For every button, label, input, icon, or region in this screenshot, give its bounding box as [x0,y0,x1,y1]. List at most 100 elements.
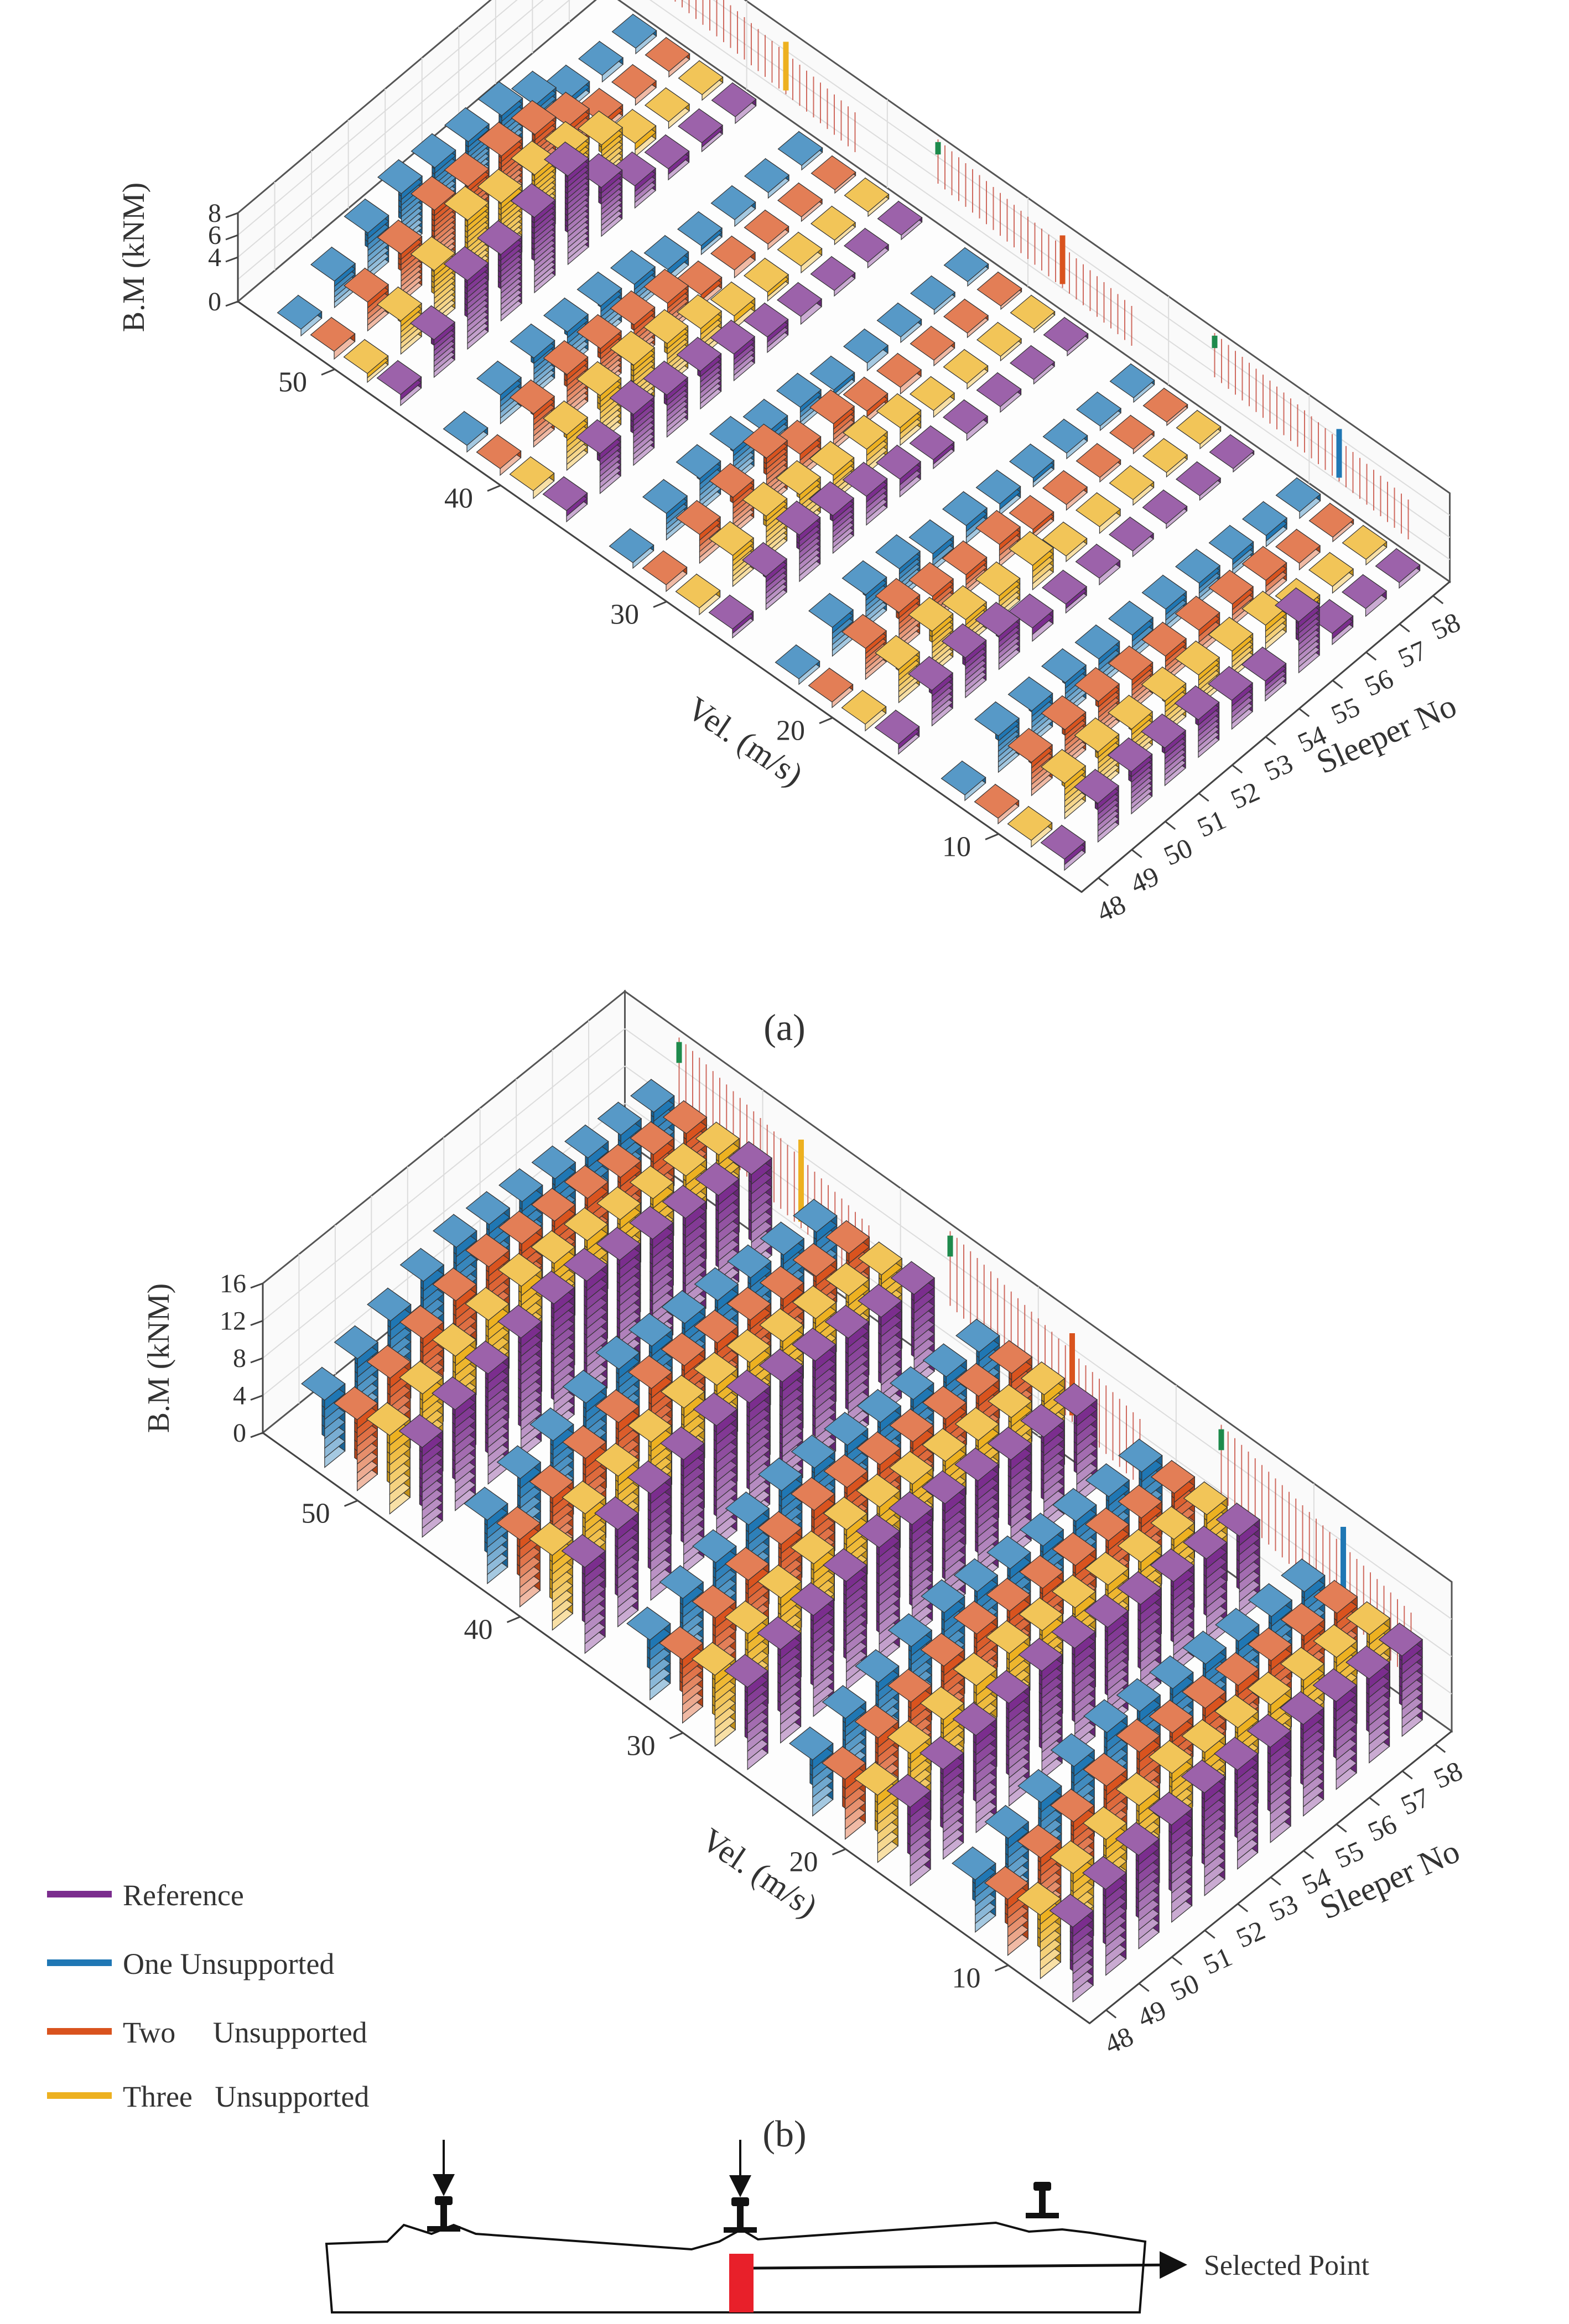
bar-face-top [844,227,889,263]
bar-face-top [843,414,888,450]
bar-face-top [1141,713,1186,748]
x-tick-label: 52 [1226,776,1264,815]
bar-one-unsupported-v20-s58 [1109,363,1155,403]
bar-face-top [645,37,690,72]
x-tick-label: 56 [1360,663,1397,702]
bar-reference-v10-s48 [1040,824,1086,871]
bar-face-top [1074,717,1120,752]
panel-a-chart: 484950515253545556575810203040500468B.M … [117,0,1465,928]
bar-two-unsupported-v30-s51 [742,423,788,508]
bar-face-top [975,561,1021,596]
bar-three-unsupported-v50-s57 [645,87,690,129]
bar-face-top [909,425,955,460]
bar-two-unsupported-v20-s56 [1076,443,1121,483]
bar-three-unsupported-v30-s56 [943,349,989,390]
x-tick-mark [1131,849,1142,859]
z-tick-label: 6 [208,221,221,250]
bar-face-top [576,361,622,396]
bar-three-unsupported-v40-s50 [576,361,622,443]
bar-face-top [1042,569,1087,605]
bar-one-unsupported-v30-s58 [943,247,989,287]
bar-one-unsupported-v20-s55 [1009,443,1054,488]
bar-face-top [941,623,987,658]
bar-face-top [1176,461,1221,496]
bar-face-top [676,336,722,372]
bar-face-top [709,521,754,556]
x-tick-mark [1165,820,1176,830]
bar-three-unsupported-v30-s54 [876,393,922,446]
bar-face-top [644,134,690,169]
bar-reference-v30-s57 [1010,345,1055,385]
bar-face-top [942,491,988,526]
bar-two-unsupported-v40-s48 [476,434,522,476]
bar-reference-v10-s58 [1375,548,1421,589]
bar-face-top [643,360,688,396]
bar-face-top [610,330,655,366]
bar-face-top [709,462,755,498]
bar-reference-v20-s48 [874,709,920,755]
bar-face-top [808,592,854,628]
bar-one-unsupported-v10-s53 [1108,600,1154,661]
bar-three-unsupported-v10-s49 [1041,748,1086,820]
bar-reference-v30-s54 [909,425,955,470]
x-tick-mark [1198,792,1209,802]
bar-face-top [910,275,955,310]
bar-face-top [630,1079,675,1113]
bar-one-unsupported-v20-s49 [808,592,854,657]
bar-reference-v40-s57 [844,227,889,269]
bar-face-top [531,1145,576,1179]
bar-reference-v50-s53 [544,141,589,266]
bar-three-unsupported-v10-s54 [1208,616,1254,679]
bar-face-top [1209,434,1255,469]
grid-line [237,0,544,258]
bar-face-top [1075,543,1121,579]
bar-face-top [1076,492,1121,527]
bar-one-unsupported-v30-s56 [876,302,922,344]
bar-face-top [841,560,887,595]
bar-three-unsupported-v30-s48 [675,573,721,616]
bar-three-unsupported-v40-s54 [710,281,756,330]
bar-face-top [1242,501,1287,536]
bar-one-unsupported-v40-s56 [710,185,756,227]
x-tick-mark [1432,595,1444,605]
bar-face-top [1108,694,1153,730]
bar-face-top [743,302,789,337]
bar-face-top [777,231,823,267]
bar-reference-v30-s48 [708,594,754,639]
bar-three-unsupported-v40-s56 [777,231,823,274]
bar-face-top [1010,294,1056,330]
bar-reference-v50-s52 [510,183,556,294]
bar-face-top [377,159,423,194]
bar-two-unsupported-v10-s48 [974,783,1020,825]
bar-reference-v50-s57 [678,108,723,153]
bar-face-top [377,286,422,321]
bar-face-top [810,256,856,291]
z-tick-label: 8 [208,199,221,228]
bar-face-top [908,596,954,632]
bar-two-unsupported-v20-s57 [1109,414,1155,455]
bar-face-top [841,689,887,725]
bar-two-unsupported-v40-s55 [710,235,756,279]
y-tick-mark [985,833,999,840]
x-tick-label: 49 [1126,860,1163,900]
bar-one-unsupported-v20-s56 [1042,418,1088,460]
bar-face-top [1010,345,1055,380]
bar-reference-v40-s55 [777,282,822,325]
bar-face-top [1042,521,1088,557]
bar-reference-v10-s49 [1074,768,1119,843]
bar-face-top [509,456,555,491]
panel-a-bars [277,13,1421,871]
bar-three-unsupported-v30-s55 [910,376,955,418]
bar-three-unsupported-v20-s54 [1042,521,1088,563]
bar-face-top [1208,666,1253,701]
bar-two-unsupported-v40-s58 [811,155,856,194]
bar-face-top [1142,489,1188,524]
panel-b-bars [301,1078,1423,2003]
bar-face-top [1141,666,1187,701]
bar-face-top [875,534,921,569]
bar-reference-v40-s56 [810,256,856,297]
bar-face-top [343,339,389,374]
y-axis-line [237,300,1082,893]
bar-face-top [811,155,856,190]
bar-face-top [1108,600,1154,636]
